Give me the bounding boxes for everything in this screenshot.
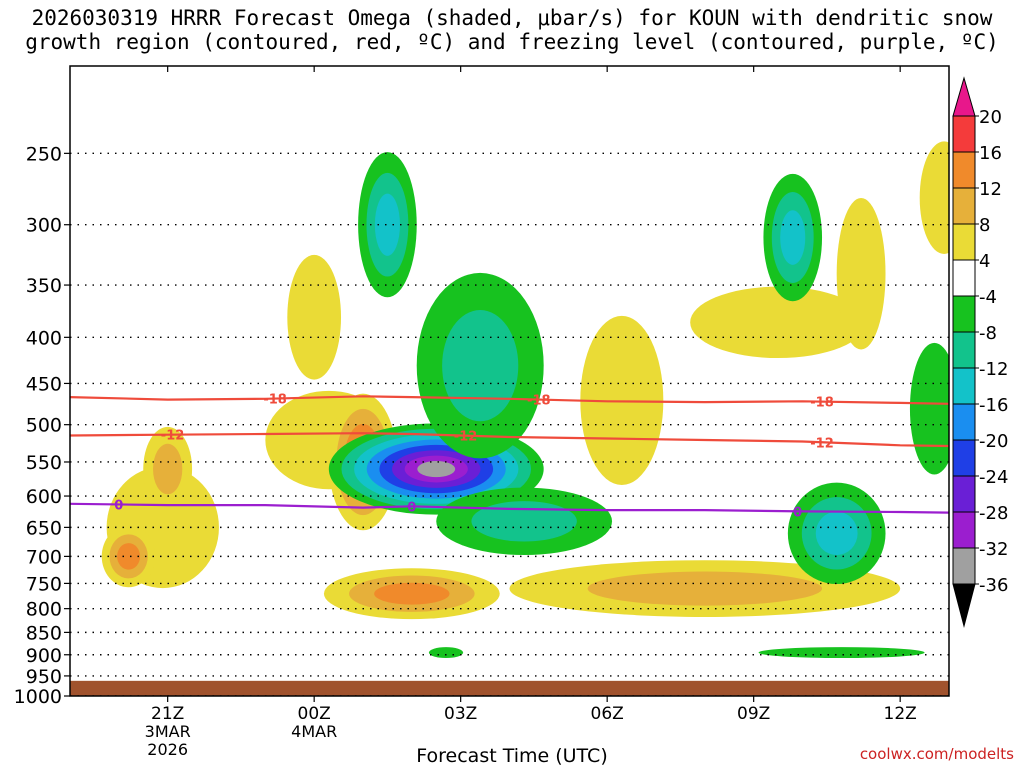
chart-title: 2026030319 HRRR Forecast Omega (shaded, … xyxy=(25,6,999,54)
colorbar-label-13: -36 xyxy=(979,575,1008,596)
plot-frame xyxy=(69,65,950,697)
colorbar-bin-9 xyxy=(952,403,976,441)
contour-label--18-2: -18 xyxy=(810,396,834,411)
colorbar-label-8: -16 xyxy=(979,395,1008,416)
colorbar-label-0: 20 xyxy=(979,107,1002,128)
contour-label--12-0: -12 xyxy=(161,429,185,444)
contour-line--18 xyxy=(70,395,949,405)
credit-text[interactable]: coolwx.com/modelts xyxy=(859,745,1014,763)
omega-region-11-level-1 xyxy=(836,197,886,350)
contour-line-0 xyxy=(70,502,949,514)
y-tick-label-800: 800 xyxy=(26,599,62,621)
y-tick-label-900: 900 xyxy=(26,645,62,667)
colorbar-label-6: -8 xyxy=(979,323,997,344)
omega-region-10-level-1 xyxy=(690,286,866,359)
colorbar-label-7: -12 xyxy=(979,359,1008,380)
omega-region-9-level-2 xyxy=(587,571,823,606)
contour-label--18-0: -18 xyxy=(263,393,287,408)
ground-surface xyxy=(70,680,949,696)
x-tick-sublabel-00Z-0: 4MAR xyxy=(291,722,337,741)
x-tick-label-12Z: 12Z xyxy=(884,704,917,724)
colorbar-bin-11 xyxy=(952,475,976,513)
contour-label--12-2: -12 xyxy=(810,436,834,451)
y-tick-label-500: 500 xyxy=(26,415,62,437)
contour-label-0-1: 0 xyxy=(407,500,416,515)
colorbar-label-4: 4 xyxy=(979,251,990,272)
colorbar-bottom-arrow xyxy=(952,583,976,628)
omega-region-15-level-2 xyxy=(442,309,519,422)
omega-region-3-level-3 xyxy=(117,543,141,570)
contour-label--12-1: -12 xyxy=(454,430,478,445)
y-tick-label-950: 950 xyxy=(26,666,62,688)
x-tick-label-09Z: 09Z xyxy=(737,704,770,724)
colorbar-label-2: 12 xyxy=(979,179,1002,200)
colorbar-bin-7 xyxy=(952,331,976,369)
y-tick-label-600: 600 xyxy=(26,486,62,508)
y-tick-label-250: 250 xyxy=(26,143,62,165)
y-tick-label-650: 650 xyxy=(26,517,62,539)
y-tick-label-550: 550 xyxy=(26,452,62,474)
colorbar-bin-8 xyxy=(952,367,976,405)
colorbar-label-11: -28 xyxy=(979,503,1008,524)
colorbar-label-12: -32 xyxy=(979,539,1008,560)
colorbar-bin-6 xyxy=(952,295,976,333)
colorbar-bin-12 xyxy=(952,511,976,549)
x-axis-title: Forecast Time (UTC) xyxy=(416,745,608,767)
y-tick-label-700: 700 xyxy=(26,546,62,568)
omega-region-19-level-3 xyxy=(815,511,858,556)
colorbar-bin-4 xyxy=(952,223,976,261)
omega-region-12-level-1 xyxy=(919,141,949,254)
colorbar-bin-5 xyxy=(952,259,976,297)
omega-region-18-level-3 xyxy=(780,210,806,265)
y-tick-label-400: 400 xyxy=(26,327,62,349)
y-tick-label-850: 850 xyxy=(26,622,62,644)
colorbar-bin-2 xyxy=(952,151,976,189)
colorbar-top-arrow xyxy=(952,76,976,117)
omega-region-20-level-1 xyxy=(758,647,925,659)
contour-line--12 xyxy=(70,432,949,448)
omega-region-16-level-2 xyxy=(471,501,577,542)
omega-region-21-level-1 xyxy=(909,342,949,475)
x-tick-sublabel-21Z-0: 3MAR xyxy=(145,722,191,741)
colorbar-label-3: 8 xyxy=(979,215,990,236)
colorbar-label-9: -20 xyxy=(979,431,1008,452)
x-tick-label-21Z: 21Z xyxy=(151,704,184,724)
y-tick-label-300: 300 xyxy=(26,215,62,237)
colorbar-bin-13 xyxy=(952,547,976,585)
y-tick-label-450: 450 xyxy=(26,373,62,395)
contour-label-0-2: 0 xyxy=(793,505,802,520)
y-tick-label-750: 750 xyxy=(26,573,62,595)
x-tick-sublabel-21Z-1: 2026 xyxy=(147,740,188,759)
contour-label-0-0: 0 xyxy=(114,498,123,513)
y-tick-label-1000: 1000 xyxy=(14,686,62,708)
contour-label--18-1: -18 xyxy=(527,394,551,409)
omega-region-17-level-1 xyxy=(428,647,464,659)
y-tick-label-350: 350 xyxy=(26,275,62,297)
colorbar-label-5: -4 xyxy=(979,287,997,308)
omega-region-5-level-1 xyxy=(287,254,342,380)
x-tick-label-00Z: 00Z xyxy=(298,704,331,724)
colorbar-bin-3 xyxy=(952,187,976,225)
omega-region-2-level-2 xyxy=(153,443,183,495)
x-tick-label-03Z: 03Z xyxy=(444,704,477,724)
colorbar-bin-1 xyxy=(952,115,976,153)
x-tick-label-06Z: 06Z xyxy=(591,704,624,724)
omega-region-7-level-3 xyxy=(374,582,450,605)
colorbar-bin-10 xyxy=(952,439,976,477)
colorbar-label-10: -24 xyxy=(979,467,1008,488)
omega-region-13-level-3 xyxy=(374,193,400,256)
omega-region-14-level-8 xyxy=(417,460,456,478)
colorbar-label-1: 16 xyxy=(979,143,1002,164)
